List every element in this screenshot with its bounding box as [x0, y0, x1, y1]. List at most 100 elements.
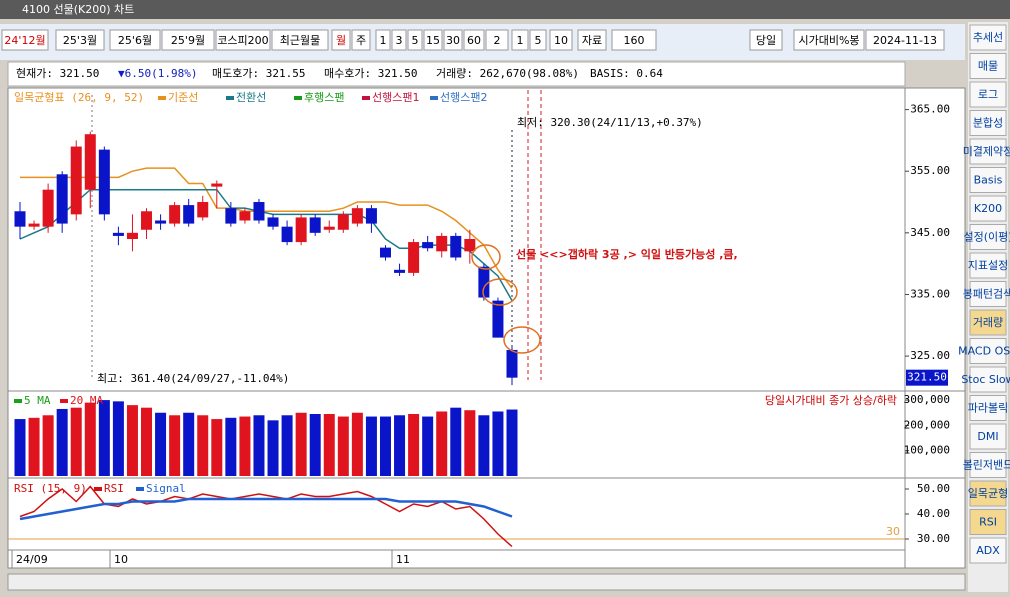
sidebar-button[interactable] — [969, 195, 1007, 222]
sidebar-label[interactable]: Stoc Slow — [961, 373, 1010, 386]
toolbar-button[interactable] — [463, 29, 485, 51]
sidebar-label[interactable]: RSI — [979, 516, 997, 529]
toolbar-label[interactable]: 2 — [494, 34, 501, 47]
legend-swatch — [294, 96, 302, 100]
toolbar-label[interactable]: 160 — [624, 34, 645, 47]
toolbar-label[interactable]: 25'6월 — [118, 34, 152, 47]
toolbar-button[interactable] — [577, 29, 607, 51]
sidebar-label[interactable]: DMI — [977, 430, 998, 443]
toolbar-label[interactable]: 자료 — [582, 34, 602, 47]
toolbar-label[interactable]: 25'3월 — [63, 34, 97, 47]
toolbar-button[interactable] — [749, 29, 783, 51]
sidebar-label[interactable]: 로그 — [978, 88, 998, 101]
toolbar-label[interactable]: 최근월물 — [280, 34, 320, 47]
legend-label: 20 MA — [70, 394, 103, 407]
sidebar-label[interactable]: MACD OSC — [958, 345, 1010, 358]
sidebar-label[interactable]: 매물 — [978, 60, 998, 73]
toolbar-label[interactable]: 당일 — [756, 33, 776, 47]
sidebar-label[interactable]: ADX — [976, 544, 1000, 557]
candle-body — [309, 217, 321, 233]
candle-body — [464, 239, 476, 252]
sidebar-button[interactable] — [969, 480, 1007, 507]
sidebar-button[interactable] — [969, 53, 1007, 79]
toolbar-label[interactable]: 60 — [467, 34, 481, 47]
sidebar-button[interactable] — [969, 224, 1007, 250]
sidebar-button[interactable] — [969, 138, 1007, 165]
toolbar-label[interactable]: 5 — [535, 34, 542, 47]
toolbar-label[interactable]: 1 — [380, 34, 387, 47]
toolbar-label[interactable]: 1 — [517, 34, 524, 47]
y-tick-label: 335.00 — [910, 287, 950, 300]
toolbar-label[interactable]: 주 — [356, 34, 366, 47]
toolbar-button[interactable] — [549, 29, 573, 51]
sidebar-label[interactable]: 추세선 — [973, 31, 1003, 44]
toolbar-label[interactable]: 시가대비%봉 — [798, 34, 859, 47]
candle-body — [379, 247, 391, 258]
y-tick-label: 100,000 — [904, 444, 950, 457]
sidebar-button[interactable] — [969, 452, 1007, 478]
toolbar-button[interactable] — [485, 29, 509, 51]
x-tick-label: 11 — [396, 553, 410, 566]
toolbar-button[interactable] — [55, 29, 105, 51]
sidebar-button[interactable] — [969, 110, 1007, 136]
toolbar-button[interactable] — [443, 29, 463, 51]
toolbar-button[interactable] — [423, 29, 443, 51]
sidebar-button[interactable] — [969, 509, 1007, 535]
toolbar-button[interactable] — [331, 29, 351, 51]
toolbar-label[interactable]: 월 — [336, 34, 346, 47]
volume-bar — [141, 407, 153, 476]
sidebar-label[interactable]: 설정(이평) — [963, 231, 1010, 244]
sidebar-label[interactable]: 파라볼릭 — [968, 402, 1008, 415]
toolbar-button[interactable] — [271, 29, 329, 51]
toolbar-button[interactable] — [215, 29, 271, 51]
toolbar-button[interactable] — [611, 29, 657, 51]
sidebar-button[interactable] — [969, 81, 1007, 108]
candle-body — [351, 208, 363, 224]
sidebar-label[interactable]: 볼린저밴드 — [963, 459, 1010, 472]
sidebar-label[interactable]: 분합성 — [973, 117, 1003, 130]
sidebar-button[interactable] — [969, 395, 1007, 421]
toolbar-button[interactable] — [161, 29, 215, 51]
highlight-circle — [471, 244, 501, 270]
toolbar-button[interactable] — [1, 29, 49, 51]
sidebar-button[interactable] — [969, 366, 1007, 393]
sidebar-label[interactable]: Basis — [974, 174, 1003, 187]
toolbar-label[interactable]: 3 — [396, 34, 403, 47]
volume-bar — [14, 419, 26, 476]
sidebar-button[interactable] — [969, 537, 1007, 564]
toolbar-button[interactable] — [407, 29, 423, 51]
toolbar-button[interactable] — [511, 29, 529, 51]
sidebar-button[interactable] — [969, 252, 1007, 279]
sidebar-label[interactable]: 미결제약정 — [963, 144, 1010, 158]
toolbar-button[interactable] — [529, 29, 547, 51]
sidebar-label[interactable]: 거래량 — [973, 316, 1003, 329]
sidebar-button[interactable] — [969, 167, 1007, 193]
sidebar-button[interactable] — [969, 281, 1007, 307]
toolbar-button[interactable] — [391, 29, 407, 51]
sidebar-label[interactable]: 봉패턴검색 — [963, 288, 1010, 301]
sidebar-button[interactable] — [969, 309, 1007, 336]
sidebar-button[interactable] — [969, 24, 1007, 51]
toolbar-label[interactable]: 코스피200 — [217, 34, 268, 47]
toolbar-label[interactable]: 25'9월 — [171, 34, 205, 47]
sidebar-label[interactable]: 지표설정 — [968, 259, 1008, 272]
toolbar-button[interactable] — [351, 29, 371, 51]
legend-label: 전환선 — [236, 91, 266, 104]
toolbar-button[interactable] — [865, 29, 945, 51]
y-tick-label: 40.00 — [917, 507, 950, 520]
candle-body — [365, 208, 377, 224]
toolbar-label[interactable]: 5 — [412, 34, 419, 47]
sidebar-label[interactable]: K200 — [974, 202, 1002, 215]
scrollbar[interactable] — [7, 573, 966, 591]
sidebar-label[interactable]: 일목균형 — [968, 486, 1008, 500]
sidebar-button[interactable] — [969, 338, 1007, 364]
sidebar-button[interactable] — [969, 423, 1007, 450]
toolbar-button[interactable] — [375, 29, 391, 51]
toolbar-label[interactable]: 2024-11-13 — [873, 34, 937, 47]
toolbar-button[interactable] — [793, 29, 865, 51]
toolbar-label[interactable]: 24'12월 — [4, 34, 45, 47]
toolbar-label[interactable]: 30 — [446, 34, 460, 47]
toolbar-label[interactable]: 15 — [426, 34, 440, 47]
toolbar-label[interactable]: 10 — [554, 34, 568, 47]
toolbar-button[interactable] — [109, 29, 161, 51]
